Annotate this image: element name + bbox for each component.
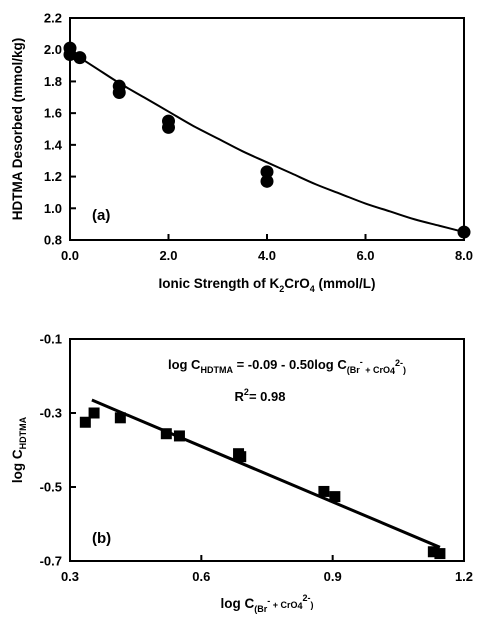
panel-b-y-ticks: -0.7 -0.5 -0.3 -0.1 — [40, 332, 76, 569]
y-tick-label: 1.6 — [44, 106, 62, 121]
y-tick-label: 2.2 — [44, 11, 62, 26]
panel-b-r-squared: R2= 0.98 — [235, 387, 286, 404]
data-point — [260, 165, 274, 179]
y-tick-label: -0.7 — [40, 554, 62, 569]
x-tick-label: 0.3 — [61, 569, 79, 584]
data-point — [329, 491, 341, 503]
panel-b-points — [79, 407, 446, 560]
x-tick-label: 6.0 — [356, 248, 374, 263]
x-tick-label: 0.0 — [61, 248, 79, 263]
y-tick-label: -0.5 — [40, 480, 62, 495]
data-point — [88, 407, 100, 419]
x-tick-label: 0.9 — [324, 569, 342, 584]
data-point — [173, 430, 185, 442]
y-tick-label: -0.3 — [40, 406, 62, 421]
data-point — [114, 412, 126, 424]
y-tick-label: 1.2 — [44, 169, 62, 184]
panel-a: 0.8 1.0 1.2 1.4 1.6 1.8 2.0 2.2 0.0 2.0 4.0 6.0 8.0… — [10, 11, 473, 295]
y-tick-label: 2.0 — [44, 42, 62, 57]
data-point — [160, 428, 172, 440]
data-point — [73, 51, 87, 65]
panel-b-label: (b) — [92, 530, 111, 547]
data-point — [63, 47, 77, 61]
data-point — [434, 548, 446, 560]
panel-b-x-axis-label: log C(Br- + CrO42-) — [220, 593, 313, 614]
data-point — [235, 451, 247, 463]
y-tick-label: 1.8 — [44, 74, 62, 89]
panel-b-x-ticks: 0.3 0.6 0.9 1.2 — [61, 555, 473, 584]
data-point — [162, 120, 175, 134]
data-point — [318, 485, 330, 497]
panel-b: -0.7 -0.5 -0.3 -0.1 0.3 0.6 0.9 1.2 (b) log CH… — [10, 332, 473, 615]
x-tick-label: 8.0 — [455, 248, 473, 263]
y-tick-label: -0.1 — [40, 332, 62, 347]
data-point — [457, 225, 471, 239]
y-tick-label: 1.4 — [44, 137, 63, 152]
y-tick-label: 1.0 — [44, 201, 62, 216]
panel-a-x-ticks: 0.0 2.0 4.0 6.0 8.0 — [61, 234, 473, 263]
panel-b-fit-line — [91, 398, 441, 549]
x-tick-label: 0.6 — [192, 569, 210, 584]
panel-a-points — [63, 41, 471, 239]
panel-b-equation: log CHDTMA = -0.09 - 0.50log C(Br- + CrO… — [168, 357, 406, 376]
data-point — [112, 86, 126, 100]
panel-a-frame — [69, 17, 465, 241]
panel-a-label: (a) — [92, 207, 110, 224]
y-tick-label: 0.8 — [44, 233, 62, 248]
panel-a-y-axis-label: HDTMA Desorbed (mmol/kg) — [10, 38, 25, 221]
panel-a-y-ticks: 0.8 1.0 1.2 1.4 1.6 1.8 2.0 2.2 — [44, 11, 76, 248]
x-tick-label: 1.2 — [455, 569, 473, 584]
data-point — [260, 174, 274, 188]
data-point — [79, 416, 91, 428]
panel-a-x-axis-label: Ionic Strength of K2CrO4 (mmol/L) — [158, 276, 375, 294]
panel-b-y-axis-label: log CHDTMA — [10, 416, 28, 483]
x-tick-label: 4.0 — [258, 248, 276, 263]
panel-a-fit-curve — [69, 50, 465, 234]
x-tick-label: 2.0 — [159, 248, 177, 263]
panel-b-frame — [69, 338, 465, 562]
data-point — [427, 546, 439, 558]
